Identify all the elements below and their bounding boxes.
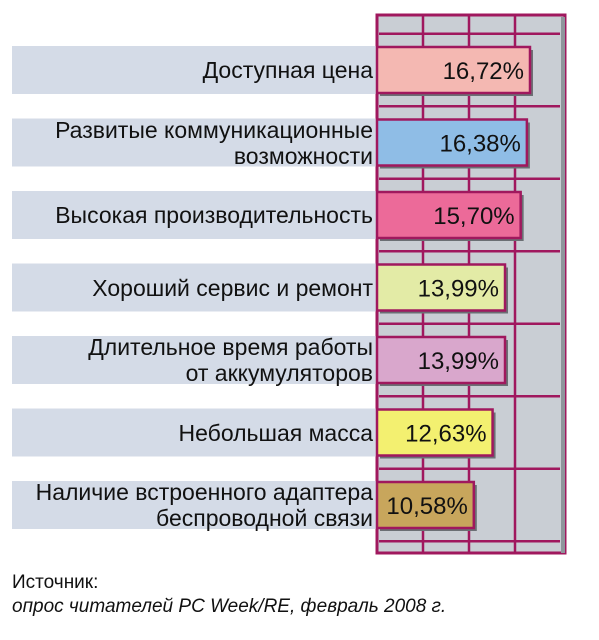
bar xyxy=(375,408,494,457)
category-label: Небольшая масса xyxy=(178,419,374,446)
label-band xyxy=(12,263,377,312)
value-label: 16,72% xyxy=(443,58,524,85)
bar xyxy=(375,190,522,240)
bar xyxy=(375,335,507,385)
bar xyxy=(375,118,529,167)
label-band xyxy=(12,118,377,167)
label-band xyxy=(12,481,377,529)
chart-canvas: 16,72% 16,38% 15,70% 13,99% 13,99% 12,63% 10,5… xyxy=(12,13,567,555)
value-label: 10,58% xyxy=(386,493,467,520)
category-label: Развитые коммуникационные возможности xyxy=(55,116,373,169)
category-label: Высокая производительность xyxy=(55,202,373,228)
category-label: Хороший сервис и ремонт xyxy=(92,274,373,301)
value-label: 12,63% xyxy=(405,421,486,448)
bar xyxy=(375,263,507,312)
label-band xyxy=(12,408,377,457)
value-label: 15,70% xyxy=(433,203,514,230)
category-label: Наличие встроенного адаптера беспроводно… xyxy=(35,479,373,531)
value-label: 13,99% xyxy=(418,348,499,375)
chart: 16,72% 16,38% 15,70% 13,99% 13,99% 12,63% 10,5… xyxy=(12,13,567,555)
value-label: 16,38% xyxy=(439,131,520,158)
label-band xyxy=(12,336,377,384)
bar xyxy=(375,480,476,530)
label-band xyxy=(12,191,377,239)
value-label: 13,99% xyxy=(418,276,499,303)
bar xyxy=(375,45,532,95)
panel-shade xyxy=(561,17,565,553)
category-label: Доступная цена xyxy=(202,57,373,83)
source-text: опрос читателей PC Week/RE, февраль 2008… xyxy=(12,596,447,617)
category-label: Длительное время работы от аккумуляторов xyxy=(88,334,373,386)
label-band xyxy=(12,46,377,94)
source-title: Источник: xyxy=(12,572,99,593)
